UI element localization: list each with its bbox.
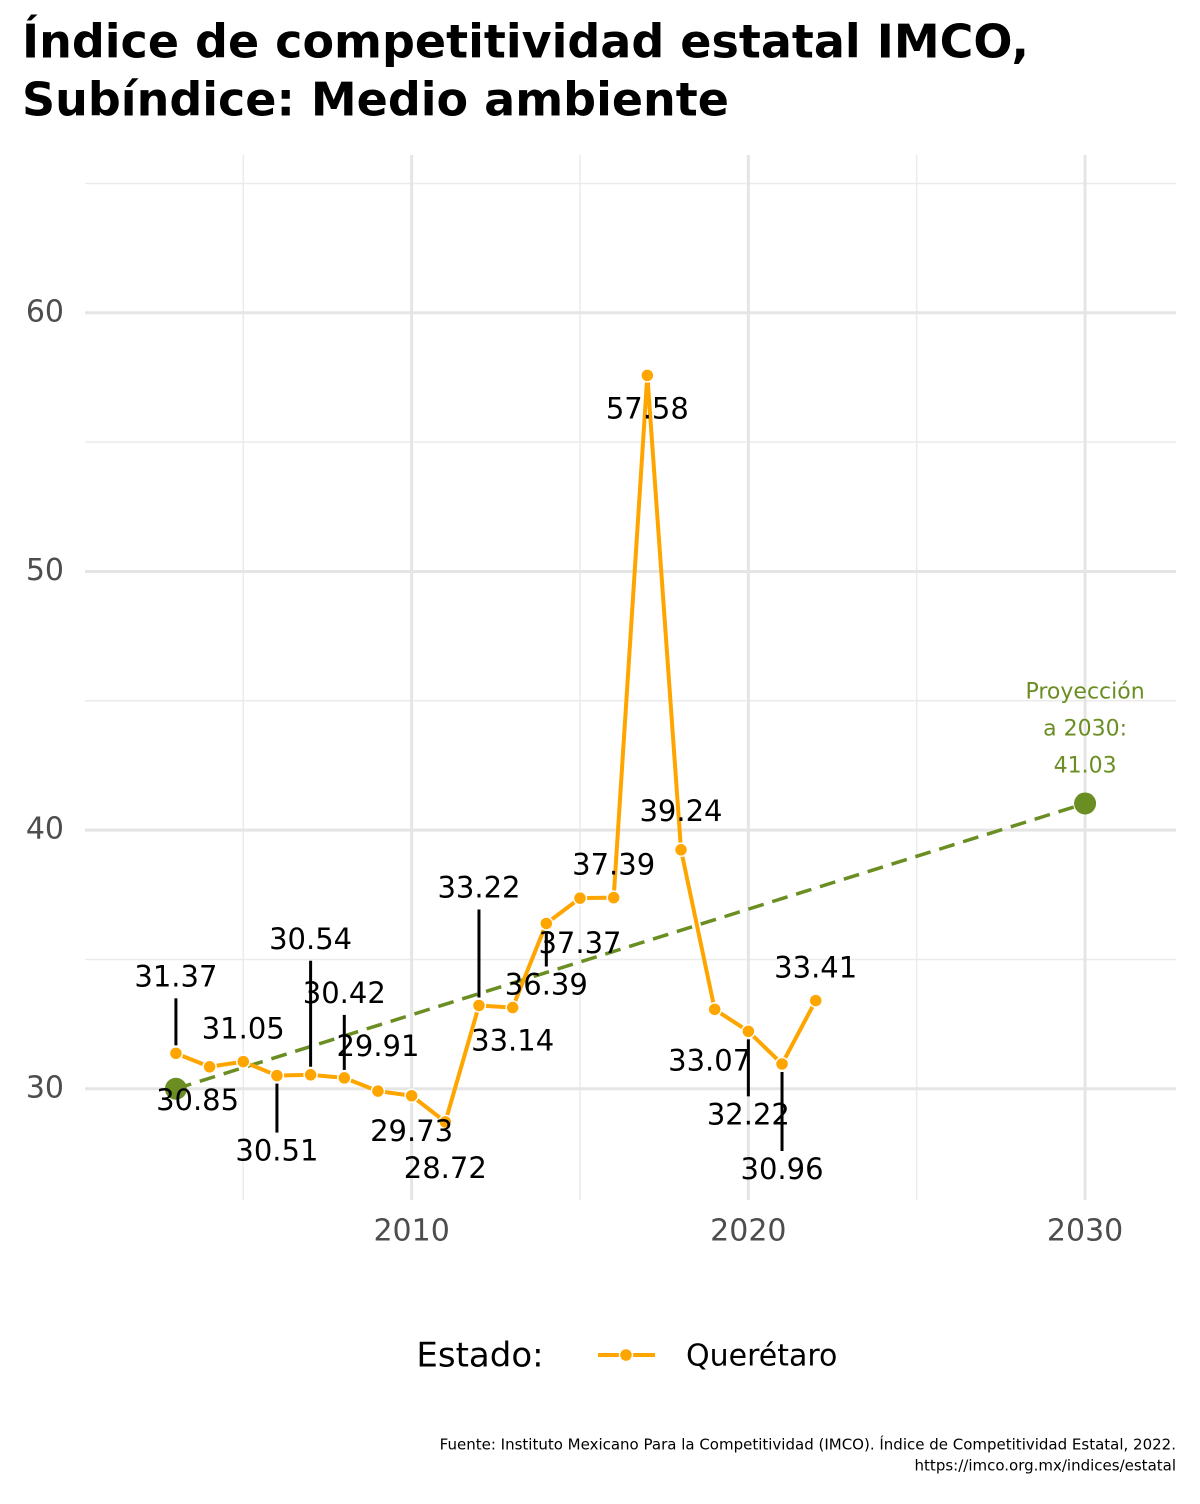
y-tick-label: 60: [26, 294, 64, 329]
projection-value-label: 41.03: [1054, 753, 1117, 778]
data-label: 33.07: [668, 1043, 751, 1077]
data-label: 30.51: [235, 1134, 318, 1168]
x-tick-label: 2030: [1047, 1214, 1123, 1249]
data-label: 30.42: [303, 976, 386, 1010]
data-point: [673, 842, 689, 858]
data-label: 28.72: [404, 1151, 487, 1185]
data-label: 31.05: [202, 1012, 285, 1046]
data-label: 39.24: [639, 794, 722, 828]
legend-point: [618, 1347, 634, 1363]
legend-title: Estado:: [416, 1336, 543, 1376]
projection-line: [175, 801, 1086, 1091]
caption: Fuente: Instituto Mexicano Para la Compe…: [440, 1435, 1176, 1454]
data-point: [741, 1024, 756, 1039]
data-point: [168, 1046, 184, 1061]
data-point: [202, 1059, 217, 1075]
chart-title: Índice de competitividad estatal IMCO,: [22, 15, 1029, 69]
data-label: 29.73: [370, 1114, 453, 1148]
data-point: [572, 890, 588, 906]
caption: https://imco.org.mx/indices/estatal: [915, 1457, 1176, 1475]
data-label: 29.91: [336, 1029, 419, 1063]
data-point: [269, 1068, 285, 1083]
data-point: [505, 1000, 520, 1015]
data-point: [471, 998, 487, 1013]
data-point: [303, 1067, 318, 1083]
data-label: 33.22: [437, 870, 520, 904]
data-point: [404, 1088, 419, 1104]
data-label: 30.54: [269, 922, 352, 956]
data-point: [640, 368, 655, 383]
data-label: 37.39: [572, 848, 655, 882]
data-label: 36.39: [505, 967, 588, 1001]
data-point: [539, 916, 554, 931]
data-point: [236, 1054, 251, 1069]
data-label: 37.37: [538, 926, 621, 960]
chart-title: Subíndice: Medio ambiente: [22, 73, 729, 127]
y-tick-label: 40: [26, 812, 64, 847]
data-point: [370, 1083, 386, 1099]
data-label: 30.96: [741, 1152, 824, 1186]
projection-label: Proyección: [1025, 679, 1144, 704]
x-tick-label: 2010: [373, 1214, 449, 1249]
data-point: [438, 1114, 453, 1130]
y-tick-label: 50: [26, 553, 64, 588]
data-label: 57.58: [606, 391, 689, 425]
projection-label: a 2030:: [1043, 716, 1127, 741]
data-label: 31.37: [134, 959, 217, 993]
projection-point: [1074, 792, 1097, 815]
projection-point: [164, 1077, 187, 1100]
data-label: 33.41: [774, 951, 857, 985]
x-tick-label: 2020: [710, 1214, 786, 1249]
data-point: [337, 1070, 352, 1086]
y-tick-label: 30: [26, 1070, 64, 1105]
data-point: [808, 993, 823, 1008]
data-point: [606, 890, 621, 905]
data-label: 30.85: [156, 1083, 239, 1117]
data-point: [774, 1056, 790, 1072]
data-label: 33.14: [471, 1024, 554, 1058]
data-label: 32.22: [707, 1097, 790, 1131]
legend-label: Querétaro: [686, 1339, 837, 1374]
data-point: [707, 1002, 722, 1017]
